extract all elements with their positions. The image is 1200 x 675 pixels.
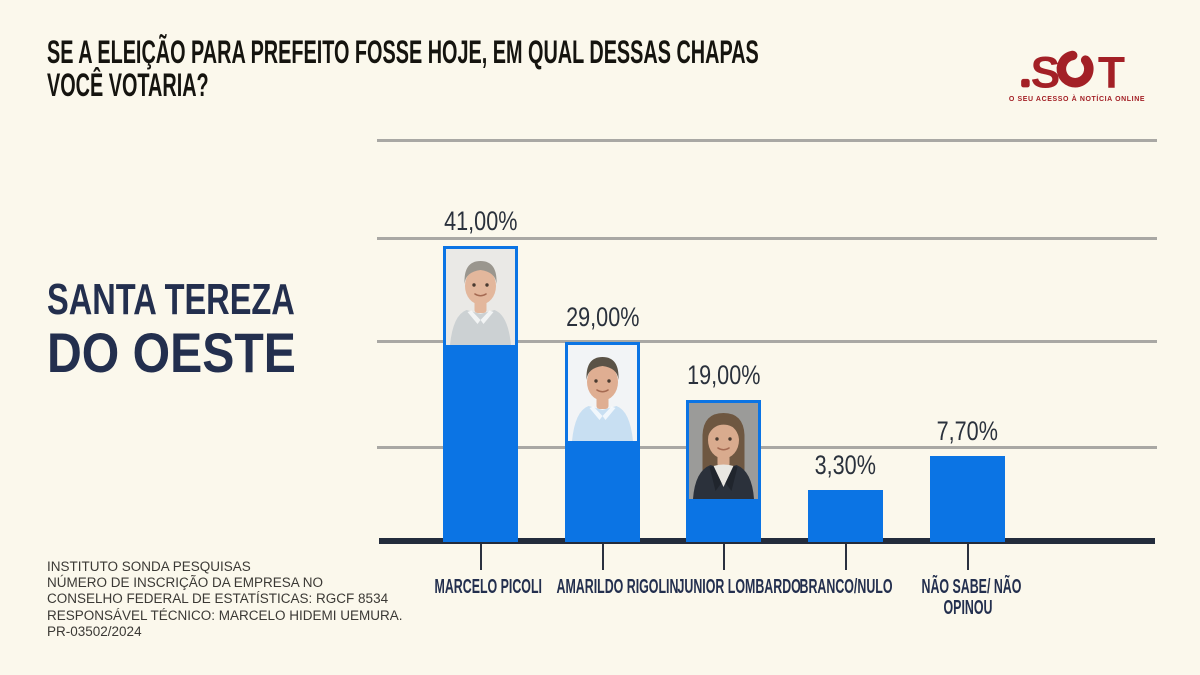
category-label-amarildo-rigolin: AMARILDO RIGOLIN xyxy=(556,576,678,598)
axis-tick xyxy=(844,544,847,570)
bar-junior-lombardo xyxy=(686,400,761,542)
sot-logo-mark: S T xyxy=(1021,48,1125,95)
question-title: SE A ELEIÇÃO PARA PREFEITO FOSSE HOJE, E… xyxy=(47,36,1195,102)
marcelo-picoli-photo xyxy=(446,249,515,345)
city-line-2: DO OESTE xyxy=(47,321,296,384)
junior-lombardo-photo xyxy=(689,403,758,499)
bar-marcelo-picoli xyxy=(443,246,518,542)
logo-open-o-icon xyxy=(1056,50,1094,88)
value-label-marcelo-picoli: 41,00% xyxy=(443,206,518,236)
methodology-line: INSTITUTO SONDA PESQUISAS xyxy=(47,559,251,574)
axis-tick xyxy=(966,544,969,570)
logo-tagline: O SEU ACESSO À NOTÍCIA ONLINE xyxy=(1008,96,1146,103)
category-label-n-o-sabe-n-o-opinou: NÃO SABE/ NÃO OPINOU xyxy=(921,576,1021,619)
gridline xyxy=(377,237,1157,240)
value-label-amarildo-rigolin: 29,00% xyxy=(565,302,640,332)
category-label-branco-nulo: BRANCO/NULO xyxy=(799,576,892,598)
gridline xyxy=(377,340,1157,343)
amarildo-rigolin-photo xyxy=(568,345,637,441)
city-title: SANTA TEREZA DO OESTE xyxy=(47,278,382,382)
question-line-1: SE A ELEIÇÃO PARA PREFEITO FOSSE HOJE, E… xyxy=(47,34,759,70)
category-label-junior-lombardo: JUNIOR LOMBARDO xyxy=(677,576,801,598)
bar-amarildo-rigolin xyxy=(565,342,640,542)
methodology-line: NÚMERO DE INSCRIÇÃO DA EMPRESA NO xyxy=(47,575,324,591)
logo-letter-t: T xyxy=(1098,48,1125,95)
axis-tick xyxy=(479,544,482,570)
bar-n-o-sabe-n-o-opinou xyxy=(930,456,1005,542)
bar-branco-nulo xyxy=(808,490,883,542)
logo-letter-s: S xyxy=(1031,48,1061,95)
poll-bar-chart: 41,00% MARCELO PICOLI 29,00% AMARILDO RIGOL… xyxy=(377,0,1157,675)
category-label-marcelo-picoli: MARCELO PICOLI xyxy=(434,576,542,598)
gridline xyxy=(377,446,1157,449)
methodology-line: CONSELHO FEDERAL DE ESTATÍSTICAS: RGCF 8… xyxy=(47,591,389,607)
sot-logo: S T O SEU ACESSO À NOTÍCIA ONLINE xyxy=(1003,42,1151,103)
city-line-1: SANTA TEREZA xyxy=(47,275,295,324)
value-label-branco-nulo: 3,30% xyxy=(814,450,877,480)
axis-tick xyxy=(722,544,725,570)
logo-dot-icon xyxy=(1021,78,1030,88)
question-line-2: VOCÊ VOTARIA? xyxy=(47,67,209,103)
x-axis-line xyxy=(379,538,1155,544)
gridline xyxy=(377,139,1157,142)
methodology-line: RESPONSÁVEL TÉCNICO: MARCELO HIDEMI UEMU… xyxy=(47,607,403,623)
value-label-junior-lombardo: 19,00% xyxy=(686,360,761,390)
value-label-n-o-sabe-n-o-opinou: 7,70% xyxy=(936,416,999,446)
methodology-note: INSTITUTO SONDA PESQUISAS NÚMERO DE INSC… xyxy=(47,559,403,640)
methodology-line: PR-03502/2024 xyxy=(47,623,142,639)
axis-tick xyxy=(601,544,604,570)
